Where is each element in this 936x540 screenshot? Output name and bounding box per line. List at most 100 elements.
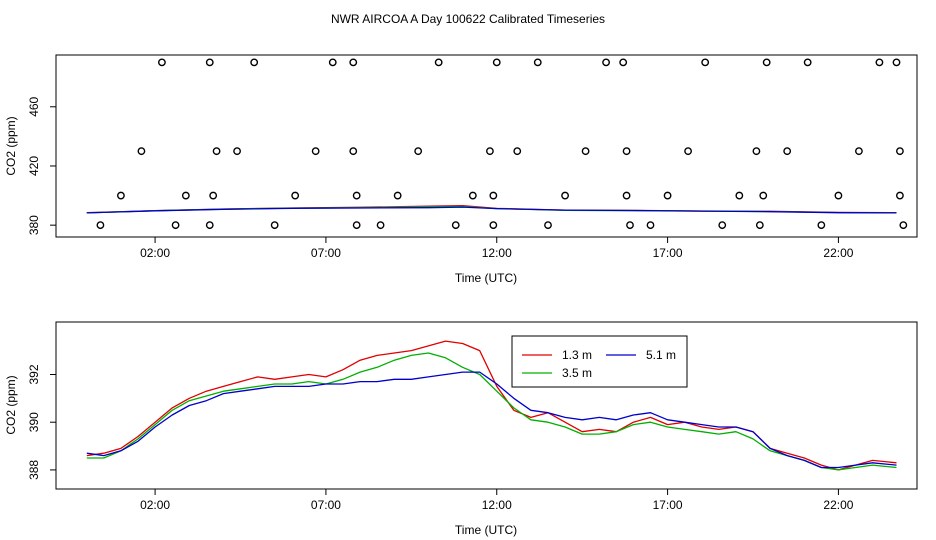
bottom-plot-frame [55,321,918,490]
legend-label-1-3m: 1.3 m [562,348,592,362]
figure-title: NWR AIRCOA A Day 100622 Calibrated Times… [331,12,605,26]
scatter-point [171,221,180,230]
y-tick-label: 380 [27,215,41,235]
x-tick-label: 12:00 [482,246,512,260]
scatter-point [393,191,402,200]
x-tick-label: 12:00 [482,498,512,512]
bottom-line-panel: 02:00 07:00 12:00 17:00 22:00 388 390 392 Time… [4,321,918,537]
y-tick-label: 420 [27,156,41,176]
scatter-point [899,221,908,230]
scatter-point [755,221,764,230]
scatter-point [622,191,631,200]
top-x-axis: 02:00 07:00 12:00 17:00 22:00 [140,237,854,260]
top-series-lines [86,204,897,214]
x-tick-label: 22:00 [823,246,853,260]
scatter-point [896,191,904,200]
scatter-point [855,147,863,156]
scatter-point [783,147,792,156]
scatter-point [622,147,631,156]
scatter-point [328,58,337,67]
legend: 1.3 m 3.5 m 5.1 m [511,335,688,388]
legend-box [511,335,688,388]
scatter-point [489,221,498,230]
scatter-point [205,58,214,67]
top-plot-frame [55,54,918,238]
scatter-point [376,221,385,230]
scatter-point [117,191,125,200]
scatter-point [311,147,320,156]
scatter-point [451,221,460,230]
top-scatter-points [96,58,908,230]
scatter-point [834,191,843,200]
bottom-x-axis-label: Time (UTC) [455,523,517,537]
scatter-point [233,147,241,156]
x-tick-label: 02:00 [140,246,170,260]
scatter-point [158,58,166,67]
scatter-point [349,147,358,156]
scatter-point [434,58,443,67]
scatter-point [817,221,826,230]
x-tick-label: 07:00 [311,246,341,260]
scatter-point [468,191,477,200]
y-tick-label: 388 [27,460,41,480]
scatter-point [544,221,552,230]
scatter-point [663,191,672,200]
scatter-point [352,191,361,200]
top-x-axis-label: Time (UTC) [455,271,517,285]
top-y-axis: 380 420 460 [27,96,56,235]
scatter-point [533,58,542,67]
bottom-x-axis: 02:00 07:00 12:00 17:00 22:00 [140,489,854,512]
scatter-point [759,191,768,200]
bottom-y-axis: 388 390 392 [27,364,56,480]
scatter-point [718,221,727,230]
y-tick-label: 460 [27,96,41,116]
scatter-point [212,147,221,156]
scatter-point [489,191,498,200]
scatter-point [684,147,692,156]
scatter-point [137,147,146,156]
scatter-point [581,147,590,156]
scatter-point [291,191,300,200]
scatter-point [892,58,901,67]
scatter-point [349,58,358,67]
scatter-point [803,58,812,67]
series-line-5-1-m [86,206,897,214]
scatter-point [762,58,771,67]
scatter-point [875,58,884,67]
x-tick-label: 17:00 [653,246,683,260]
scatter-point [646,221,655,230]
scatter-point [209,191,218,200]
scatter-point [513,147,522,156]
top-y-axis-label: CO2 (ppm) [4,116,18,175]
y-tick-label: 392 [27,364,41,384]
bottom-y-axis-label: CO2 (ppm) [4,375,18,434]
scatter-point [752,147,761,156]
scatter-point [492,58,501,67]
x-tick-label: 22:00 [823,498,853,512]
legend-label-3-5m: 3.5 m [562,366,592,380]
scatter-point [602,58,610,67]
scatter-point [626,221,634,230]
x-tick-label: 07:00 [311,498,341,512]
bottom-series-lines [86,340,897,471]
legend-label-5-1m: 5.1 m [646,348,676,362]
scatter-point [619,58,628,67]
scatter-point [250,58,259,67]
scatter-point [270,221,279,230]
scatter-point [96,221,105,230]
scatter-point [896,147,904,156]
x-tick-label: 17:00 [653,498,683,512]
scatter-point [205,221,214,230]
scatter-point [735,191,744,200]
top-scatter-panel: 02:00 07:00 12:00 17:00 22:00 380 420 460 Time… [4,54,918,285]
series-line-3-5-m [86,352,897,471]
scatter-point [561,191,569,200]
scatter-point [352,221,361,230]
scatter-point [181,191,190,200]
y-tick-label: 390 [27,412,41,432]
x-tick-label: 02:00 [140,498,170,512]
scatter-point [414,147,423,156]
scatter-point [486,147,494,156]
scatter-point [701,58,710,67]
